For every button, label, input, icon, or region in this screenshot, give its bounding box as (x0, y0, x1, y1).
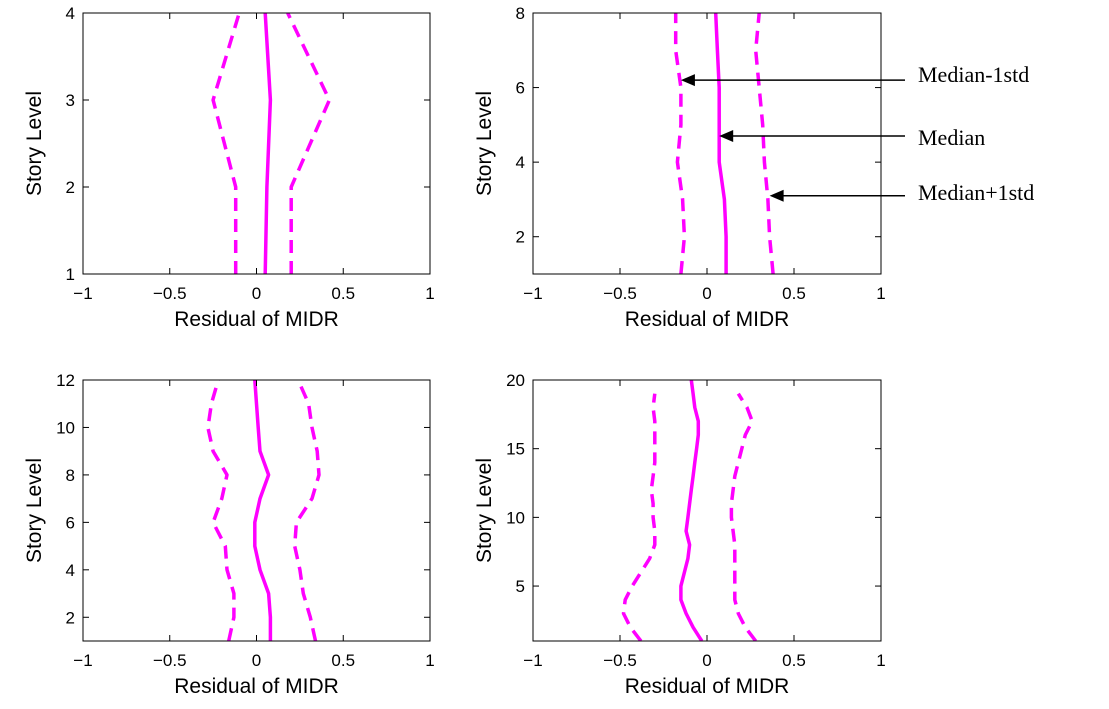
y-tick-label: 3 (66, 91, 75, 110)
x-axis-label: Residual of MIDR (174, 308, 339, 331)
series-line-1-dashed (211, 13, 241, 274)
series-line-2-solid (713, 13, 728, 274)
x-tick-label: 0.5 (782, 651, 806, 670)
y-axis-label: Story Level (23, 91, 46, 196)
x-tick-label: −1 (523, 284, 542, 303)
series-line-1-dashed (206, 380, 236, 641)
y-tick-label: 1 (66, 265, 75, 284)
y-tick-label: 4 (516, 153, 525, 172)
axes-box (532, 379, 882, 642)
y-axis-label: Story Level (473, 91, 496, 196)
annotation-arrow (719, 130, 905, 143)
y-tick-label: 8 (516, 4, 525, 23)
y-tick-label: 10 (56, 418, 75, 437)
x-tick-label: −0.5 (603, 651, 637, 670)
x-tick-label: −0.5 (153, 651, 187, 670)
y-tick-label: 4 (66, 4, 75, 23)
x-axis-label: Residual of MIDR (625, 308, 790, 331)
series-line-2-solid (263, 13, 273, 274)
series-line-3-dashed (292, 380, 321, 641)
subplot-1: −1 −0.5 0 0.5 1 1 2 3 4 Residual of MIDR Story Lev… (23, 4, 435, 331)
annotation-arrow (680, 74, 905, 87)
series-line-2-solid (253, 380, 273, 641)
y-axis-label: Story Level (23, 458, 46, 563)
series-line-3-dashed (753, 13, 775, 274)
x-tick-label: 0.5 (331, 651, 355, 670)
y-tick-label: 5 (516, 577, 525, 596)
y-tick-label: 12 (56, 371, 75, 390)
y-tick-label: 2 (516, 228, 525, 247)
x-tick-label: 1 (876, 284, 885, 303)
x-tick-label: −1 (523, 651, 542, 670)
y-tick-label: 2 (66, 608, 75, 627)
x-tick-label: 0.5 (331, 284, 355, 303)
series-line-3-dashed (286, 13, 332, 274)
x-tick-label: −0.5 (153, 284, 187, 303)
y-tick-label: 6 (516, 79, 525, 98)
subplot-2: −1 −0.5 0 0.5 1 2 4 6 8 Residual of MIDR Story Lev… (473, 4, 886, 331)
arrow-head-icon (680, 74, 695, 87)
series-line-1-dashed (673, 13, 687, 274)
x-tick-label: −1 (73, 284, 92, 303)
y-tick-label: 15 (506, 440, 525, 459)
y-tick-label: 10 (506, 508, 525, 527)
x-tick-label: 0 (702, 284, 711, 303)
x-tick-label: 0 (252, 651, 261, 670)
series-line-2-solid (679, 380, 704, 641)
annotation-label: Median+1std (918, 180, 1034, 205)
series-line-1-dashed (621, 393, 657, 641)
x-axis-label: Residual of MIDR (625, 675, 790, 698)
arrow-head-icon (719, 130, 734, 143)
x-tick-label: 0 (252, 284, 261, 303)
x-tick-label: −1 (73, 651, 92, 670)
series-line-3-dashed (729, 392, 758, 641)
x-tick-label: 1 (425, 651, 434, 670)
x-tick-label: 0 (702, 651, 711, 670)
annotation-label: Median (918, 125, 985, 150)
y-tick-label: 8 (66, 466, 75, 485)
annotation-label: Median-1std (918, 62, 1029, 87)
x-tick-label: 0.5 (782, 284, 806, 303)
x-tick-label: 1 (425, 284, 434, 303)
x-tick-label: 1 (876, 651, 885, 670)
y-axis-label: Story Level (473, 458, 496, 563)
y-tick-label: 2 (66, 178, 75, 197)
y-tick-label: 4 (66, 561, 75, 580)
annotation-arrow (769, 189, 905, 202)
y-tick-label: 20 (506, 371, 525, 390)
x-axis-label: Residual of MIDR (174, 675, 339, 698)
axes-box (82, 12, 431, 275)
y-tick-label: 6 (66, 513, 75, 532)
x-tick-label: −0.5 (603, 284, 637, 303)
arrow-head-icon (769, 189, 784, 202)
axes-box (532, 12, 882, 275)
